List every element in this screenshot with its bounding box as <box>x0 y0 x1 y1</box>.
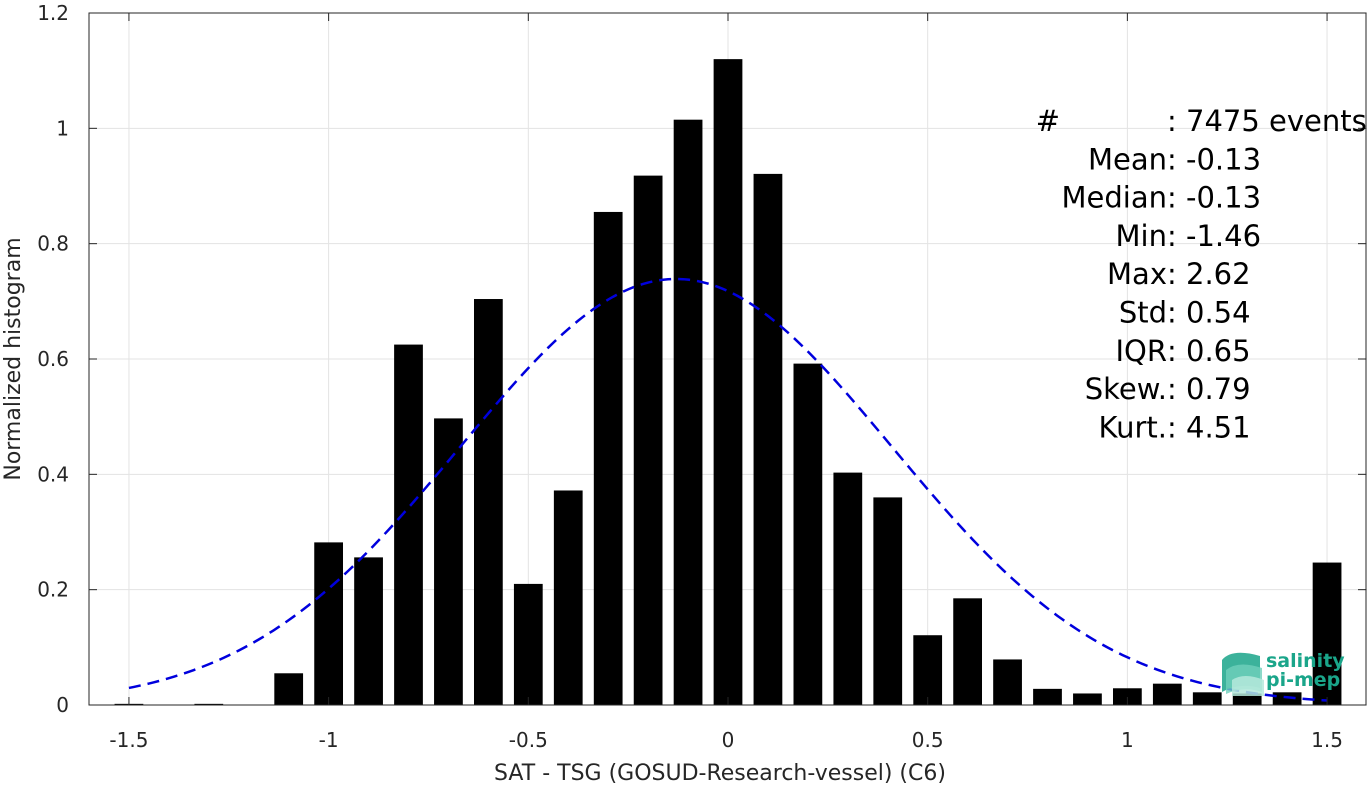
histogram-bars <box>114 59 1342 706</box>
histogram-bar <box>913 635 943 705</box>
y-tick-label: 1.2 <box>37 1 69 25</box>
x-tick-label: 0.5 <box>912 728 944 752</box>
histogram-bar <box>713 59 743 705</box>
histogram-bar <box>1152 683 1182 705</box>
stat-label: Std <box>1119 296 1167 330</box>
axis-ticks <box>89 12 1366 706</box>
histogram-bar <box>434 418 463 705</box>
stat-value: : -0.13 <box>1167 142 1261 176</box>
y-tick-label: 0.2 <box>37 578 69 602</box>
x-tick-label: 0 <box>722 728 735 752</box>
stat-value: : 7475 events <box>1167 104 1367 138</box>
histogram-bar <box>833 472 863 705</box>
stat-label: # <box>1036 104 1060 138</box>
y-tick-label: 0.6 <box>37 347 69 371</box>
stat-value: : 0.79 <box>1167 372 1251 406</box>
histogram-bar <box>194 703 224 705</box>
histogram-bar <box>673 119 703 705</box>
stat-label: Kurt. <box>1099 410 1167 444</box>
wave-logo-icon <box>1222 652 1264 696</box>
x-tick-label: 1.5 <box>1311 728 1343 752</box>
x-tick-label: -0.5 <box>509 728 548 752</box>
histogram-bar <box>1033 688 1062 705</box>
histogram-bar <box>1312 562 1342 705</box>
histogram-bar <box>1232 693 1262 705</box>
stat-value: : 4.51 <box>1167 410 1251 444</box>
stat-label: Mean <box>1088 142 1167 176</box>
y-tick-label: 0.4 <box>37 462 69 486</box>
stat-label: Max <box>1107 257 1167 291</box>
y-axis-title: Normalized histogram <box>1 237 26 480</box>
stat-label: IQR <box>1115 334 1167 368</box>
histogram-bar <box>1192 692 1222 705</box>
histogram-bar <box>953 598 983 705</box>
histogram-bar <box>314 542 344 705</box>
histogram-bar <box>274 673 304 705</box>
stat-value: : 2.62 <box>1167 257 1251 291</box>
y-tick-labels: 0 0.2 0.4 0.6 0.8 1 1.2 <box>37 1 69 717</box>
histogram-bar <box>1073 693 1102 705</box>
histogram-bar <box>1112 688 1142 705</box>
histogram-bar <box>993 659 1022 705</box>
stat-value: : -1.46 <box>1167 219 1261 253</box>
histogram-bar <box>553 490 583 705</box>
salinity-pimep-logo: salinity pi-mep <box>1222 650 1345 696</box>
stat-label: Median <box>1062 181 1167 215</box>
stat-value: : 0.54 <box>1167 296 1251 330</box>
x-tick-label: -1 <box>319 728 339 752</box>
stat-value: : 0.65 <box>1167 334 1251 368</box>
histogram-bar <box>354 557 383 705</box>
logo-line1: salinity <box>1266 650 1345 672</box>
histogram-bar <box>394 344 423 705</box>
x-tick-label: -1.5 <box>109 728 148 752</box>
stat-label: Skew. <box>1085 372 1167 406</box>
stat-value: : -0.13 <box>1167 181 1261 215</box>
logo-line2: pi-mep <box>1266 669 1340 691</box>
y-tick-label: 0 <box>56 693 69 717</box>
histogram-bar <box>873 497 903 705</box>
x-axis-title: SAT - TSG (GOSUD-Research-vessel) (C6) <box>494 761 946 785</box>
y-tick-label: 1 <box>56 116 69 140</box>
histogram-bar <box>513 583 543 705</box>
histogram-bar <box>1272 692 1302 705</box>
x-tick-labels: -1.5 -1 -0.5 0 0.5 1 1.5 <box>109 728 1343 752</box>
x-tick-label: 1 <box>1121 728 1134 752</box>
y-tick-label: 0.8 <box>37 232 69 256</box>
histogram-bar <box>753 173 783 705</box>
histogram-bar <box>473 299 503 705</box>
histogram-bar <box>633 175 663 705</box>
histogram-bar <box>793 363 823 705</box>
gaussian-fit-curve <box>128 277 1328 702</box>
histogram-bar <box>593 211 623 705</box>
stat-label: Min <box>1116 219 1167 253</box>
